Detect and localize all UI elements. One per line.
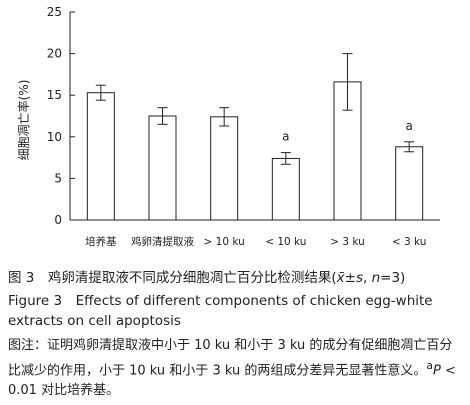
x-category-label: < 3 ku [392, 236, 427, 248]
significance-label: a [282, 130, 289, 144]
x-category-label: 鸡卵清提取液 [131, 235, 194, 248]
y-tick-label: 10 [47, 130, 62, 144]
x-category-label: 培养基 [85, 235, 117, 248]
chart-axes [69, 12, 440, 221]
note-main: 图注：证明鸡卵清提取液中小于 10 ku 和小于 3 ku 的成分有促细胞凋亡百… [8, 338, 453, 379]
y-tick-label: 25 [47, 5, 62, 19]
y-tick-label: 15 [47, 88, 62, 102]
caption-cn-suffix: =3) [380, 270, 406, 286]
caption-cn-mid: , [363, 270, 372, 286]
note-tail: < 0.01 对比培养基。 [8, 363, 456, 399]
caption-cn-stat: x̄±s [336, 270, 363, 286]
bar [271, 157, 300, 221]
bar [86, 92, 115, 221]
figure-caption-cn: 图 3 鸡卵清提取液不同成分细胞凋亡百分比检测结果(x̄±s, n=3) [8, 268, 464, 288]
x-category-label: > 10 ku [204, 236, 245, 248]
figure-note: 图注：证明鸡卵清提取液中小于 10 ku 和小于 3 ku 的成分有促细胞凋亡百… [8, 336, 464, 401]
figure-caption-en: Figure 3 Effects of different components… [8, 293, 433, 329]
bars [86, 81, 424, 221]
note-p: P [432, 363, 441, 379]
y-tick-label: 5 [54, 171, 62, 185]
error-bars [95, 53, 415, 165]
y-axis-label: 细胞凋亡率(%) [16, 80, 31, 161]
x-category-label: < 10 ku [265, 236, 306, 248]
y-tick-label: 20 [47, 47, 62, 61]
bar [395, 146, 424, 221]
caption-cn-n: n [371, 270, 381, 286]
note-superscript: a [426, 359, 433, 372]
bar [210, 116, 239, 221]
significance-label: a [405, 119, 412, 133]
y-axis-ticks: 0 5 10 15 20 25 [47, 5, 75, 227]
y-tick-label: 0 [54, 213, 62, 227]
significance-labels: aa [282, 119, 413, 144]
x-category-label: > 3 ku [330, 236, 365, 248]
bar [148, 115, 177, 221]
caption-cn-prefix: 图 3 鸡卵清提取液不同成分细胞凋亡百分比检测结果( [8, 270, 337, 286]
x-axis-categories: 培养基 鸡卵清提取液 > 10 ku < 10 ku > 3 ku < 3 ku [85, 235, 426, 248]
